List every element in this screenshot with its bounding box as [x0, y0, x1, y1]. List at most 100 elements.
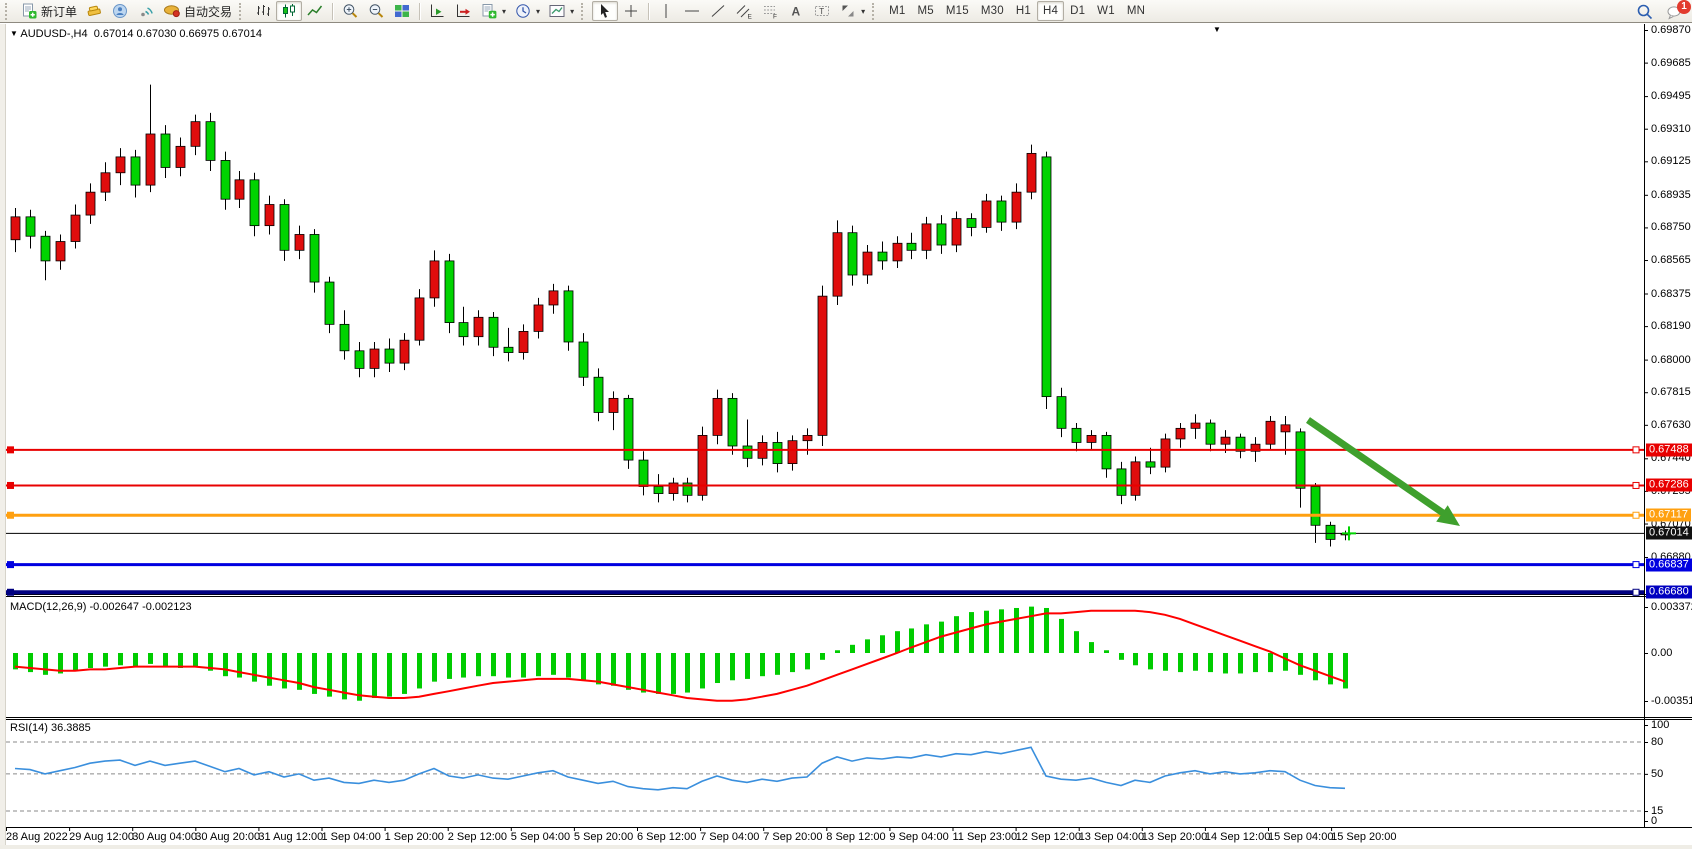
text-tool-button[interactable]: A	[783, 1, 809, 21]
ohlc-values: 0.67014 0.67030 0.66975 0.67014	[93, 28, 262, 40]
indicators-button[interactable]: ▾	[476, 1, 510, 21]
toolbar: 新订单 自动交易	[0, 0, 1692, 23]
toolbar-grip[interactable]	[872, 2, 878, 20]
label-tool-button[interactable]: T	[809, 1, 835, 21]
timeframe-m30[interactable]: M30	[975, 1, 1010, 21]
line-handle[interactable]	[1632, 446, 1640, 454]
macd-histogram-bar	[312, 653, 317, 694]
timeframe-h4[interactable]: H4	[1036, 1, 1065, 21]
auto-trading-label: 自动交易	[184, 4, 233, 19]
macd-histogram-bar	[491, 653, 496, 677]
timeframe-d1[interactable]: D1	[1064, 1, 1091, 21]
tile-windows-button[interactable]	[389, 1, 415, 21]
arrows-tool-button[interactable]: ▾	[835, 1, 869, 21]
macd-histogram-bar	[581, 653, 586, 681]
price-tick-label: 0.69495	[1651, 90, 1691, 103]
candlestick-chart-button[interactable]	[276, 1, 303, 21]
channel-tool-button[interactable]: E	[731, 1, 757, 21]
chart-shift-marker-icon[interactable]: ▼	[1213, 25, 1221, 34]
toolbar-grip[interactable]	[5, 2, 11, 20]
templates-button[interactable]: ▾	[544, 1, 578, 21]
candle-up	[55, 241, 66, 262]
timeframe-h1[interactable]: H1	[1010, 1, 1037, 21]
candle-down	[563, 290, 574, 343]
candle-up	[1160, 438, 1171, 468]
trend-arrow-head[interactable]	[1436, 505, 1460, 526]
price-level-badge: 0.66680	[1646, 585, 1692, 599]
macd-histogram-bar	[790, 653, 795, 673]
line-handle[interactable]	[1632, 588, 1640, 596]
timeframe-m5[interactable]: M5	[911, 1, 939, 21]
signals-button[interactable]	[133, 1, 159, 21]
macd-histogram-bar	[700, 653, 705, 689]
svg-text:A: A	[792, 5, 801, 19]
price-level-badge: 0.67286	[1646, 478, 1692, 492]
macd-histogram-bar	[969, 612, 974, 653]
line-handle[interactable]	[1632, 561, 1640, 569]
macd-histogram-bar	[984, 610, 989, 653]
toolbar-grip[interactable]	[581, 2, 587, 20]
candle-down	[25, 216, 36, 237]
timeframe-m15[interactable]: M15	[940, 1, 975, 21]
candle-down	[593, 376, 604, 413]
new-order-icon	[23, 3, 37, 19]
candle-up	[85, 191, 96, 216]
macd-histogram-bar	[999, 609, 1004, 653]
macd-histogram-bar	[237, 653, 242, 678]
candle-down	[503, 346, 514, 353]
line-handle[interactable]	[7, 446, 14, 454]
cursor-tool-button[interactable]	[592, 1, 619, 21]
market-gold-button[interactable]	[81, 1, 107, 21]
date-tick-label: 1 Sep 04:00	[321, 831, 381, 843]
auto-scroll-button[interactable]	[424, 1, 450, 21]
community-button[interactable]	[107, 1, 133, 21]
new-order-button[interactable]: 新订单	[16, 1, 81, 21]
bar-chart-button[interactable]	[250, 1, 276, 21]
line-handle[interactable]	[7, 481, 14, 489]
vertical-line-tool-button[interactable]	[653, 1, 679, 21]
clock-icon	[516, 4, 530, 18]
trend-arrow[interactable]	[1306, 417, 1445, 516]
macd-histogram-bar	[208, 653, 213, 671]
timeframe-m1[interactable]: M1	[883, 1, 911, 21]
trendline-tool-button[interactable]	[705, 1, 731, 21]
line-chart-button[interactable]	[302, 1, 328, 21]
macd-histogram-bar	[43, 653, 48, 675]
periods-button[interactable]: ▾	[510, 1, 544, 21]
candle-down	[653, 486, 664, 494]
fibonacci-tool-button[interactable]: F	[757, 1, 783, 21]
candle-down	[1101, 434, 1112, 470]
line-handle[interactable]	[7, 561, 14, 569]
chart-shift-button[interactable]	[450, 1, 476, 21]
macd-tick-label: 0.003372	[1651, 600, 1692, 613]
macd-histogram-bar	[1328, 653, 1333, 685]
toolbar-grip[interactable]	[239, 2, 245, 20]
timeframe-mn[interactable]: MN	[1121, 1, 1151, 21]
candle-up	[1026, 152, 1037, 193]
candle-down	[966, 218, 977, 228]
candle-up	[1011, 191, 1022, 223]
candle-up	[668, 482, 679, 494]
line-handle[interactable]	[1632, 481, 1640, 489]
macd-histogram-bar	[611, 653, 616, 686]
toolbar-separator	[419, 2, 421, 20]
search-button[interactable]	[1636, 3, 1654, 21]
auto-trading-button[interactable]: 自动交易	[159, 1, 236, 21]
horizontal-line-tool-button[interactable]	[679, 1, 705, 21]
zoom-out-button[interactable]	[363, 1, 389, 21]
crosshair-tool-button[interactable]	[618, 1, 644, 21]
candle-down	[1116, 468, 1127, 496]
notifications-button[interactable]: 1	[1666, 0, 1691, 21]
line-handle[interactable]	[1632, 511, 1640, 519]
line-handle[interactable]	[7, 511, 14, 519]
tile-windows-icon	[395, 5, 410, 17]
candle-down	[40, 235, 51, 262]
zoom-in-button[interactable]	[337, 1, 363, 21]
candle-down	[279, 204, 290, 251]
line-handle[interactable]	[7, 588, 14, 596]
date-tick-label: 30 Aug 04:00	[132, 831, 198, 843]
timeframe-w1[interactable]: W1	[1091, 1, 1121, 21]
chart-menu-arrow-icon[interactable]: ▼	[10, 29, 18, 38]
line-chart-icon	[307, 5, 323, 16]
